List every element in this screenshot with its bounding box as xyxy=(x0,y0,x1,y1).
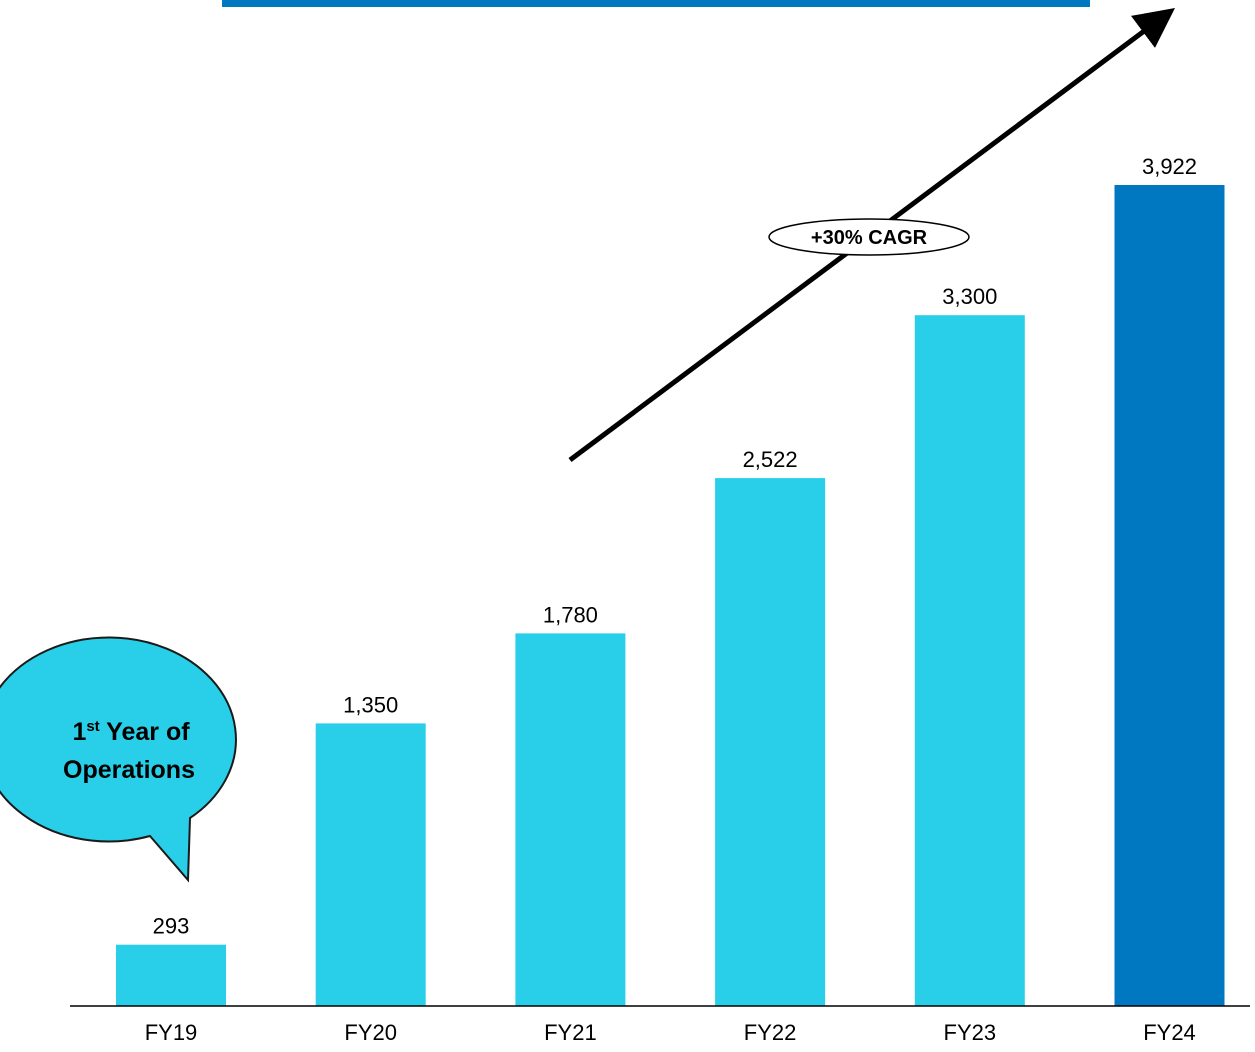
callout-line-2: Operations xyxy=(63,756,195,784)
tick-label-fy21: FY21 xyxy=(544,1020,597,1045)
value-label-fy21: 1,780 xyxy=(543,602,598,627)
bar-fy22 xyxy=(715,478,826,1007)
callout-line-1-number: 1 xyxy=(72,718,86,746)
tick-label-fy23: FY23 xyxy=(944,1020,997,1045)
tick-label-fy19: FY19 xyxy=(145,1020,198,1045)
bar-fy21 xyxy=(515,633,626,1006)
bar-fy19 xyxy=(116,944,226,1006)
callout-line-1: 1st Year of xyxy=(72,718,190,746)
header-rule xyxy=(222,0,1090,7)
value-labels-group: 293 1,350 1,780 2,522 3,300 3,922 xyxy=(153,154,1197,939)
callout-line-1-superscript: st xyxy=(86,718,99,735)
cagr-badge: +30% CAGR xyxy=(768,218,970,256)
value-label-fy20: 1,350 xyxy=(343,692,398,717)
callout-line-1-rest: Year of xyxy=(100,718,191,746)
cagr-label: +30% CAGR xyxy=(811,227,928,249)
bar-fy20 xyxy=(315,723,426,1006)
value-label-fy22: 2,522 xyxy=(743,447,798,472)
bars-group xyxy=(116,185,1225,1007)
value-label-fy23: 3,300 xyxy=(942,284,997,309)
first-year-callout: 1st Year of Operations xyxy=(0,636,237,883)
value-label-fy24: 3,922 xyxy=(1142,154,1197,179)
callout-bubble xyxy=(0,636,237,883)
bar-fy23 xyxy=(914,315,1025,1006)
tick-labels-group: FY19 FY20 FY21 FY22 FY23 FY24 xyxy=(145,1020,1196,1045)
cagr-badge-outline xyxy=(768,218,970,256)
tick-label-fy20: FY20 xyxy=(344,1020,397,1045)
value-label-fy19: 293 xyxy=(153,914,190,939)
tick-label-fy24: FY24 xyxy=(1143,1020,1196,1045)
tick-label-fy22: FY22 xyxy=(744,1020,797,1045)
bar-fy24 xyxy=(1114,185,1225,1006)
